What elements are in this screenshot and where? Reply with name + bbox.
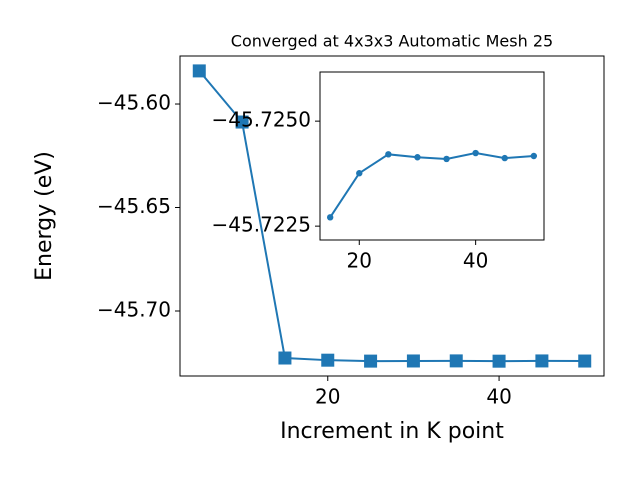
marker bbox=[326, 214, 334, 221]
y-tick-label: −45.7225 bbox=[212, 213, 311, 237]
marker bbox=[385, 151, 392, 158]
marker bbox=[530, 152, 538, 160]
axes-frame bbox=[319, 71, 545, 241]
x-tick-label: 20 bbox=[315, 385, 340, 409]
y-tick-label: −45.70 bbox=[97, 298, 171, 322]
series-line bbox=[198, 70, 585, 363]
marker bbox=[578, 354, 592, 368]
marker bbox=[406, 354, 420, 368]
marker bbox=[278, 351, 292, 365]
y-tick-label: −45.60 bbox=[97, 91, 171, 115]
marker bbox=[443, 155, 450, 163]
x-tick-label: 20 bbox=[347, 249, 372, 273]
x-axis-label: Increment in K point bbox=[280, 419, 504, 444]
axes-frame bbox=[179, 55, 605, 377]
marker bbox=[364, 354, 378, 368]
marker bbox=[449, 354, 463, 368]
y-axis-label: Energy (eV) bbox=[32, 151, 57, 281]
series-line bbox=[329, 152, 534, 218]
marker bbox=[235, 115, 249, 129]
marker bbox=[535, 354, 549, 368]
marker bbox=[492, 354, 506, 368]
chart-title: Converged at 4x3x3 Automatic Mesh 25 bbox=[231, 32, 553, 51]
marker bbox=[501, 154, 508, 162]
x-tick-label: 40 bbox=[486, 385, 511, 409]
marker bbox=[192, 64, 206, 78]
x-tick-label: 40 bbox=[463, 249, 488, 273]
marker bbox=[414, 154, 421, 161]
marker bbox=[356, 170, 363, 177]
marker bbox=[321, 353, 335, 367]
y-tick-label: −45.7250 bbox=[212, 108, 311, 132]
marker bbox=[472, 149, 479, 157]
plot-area bbox=[320, 72, 544, 240]
y-tick-label: −45.65 bbox=[97, 194, 171, 218]
